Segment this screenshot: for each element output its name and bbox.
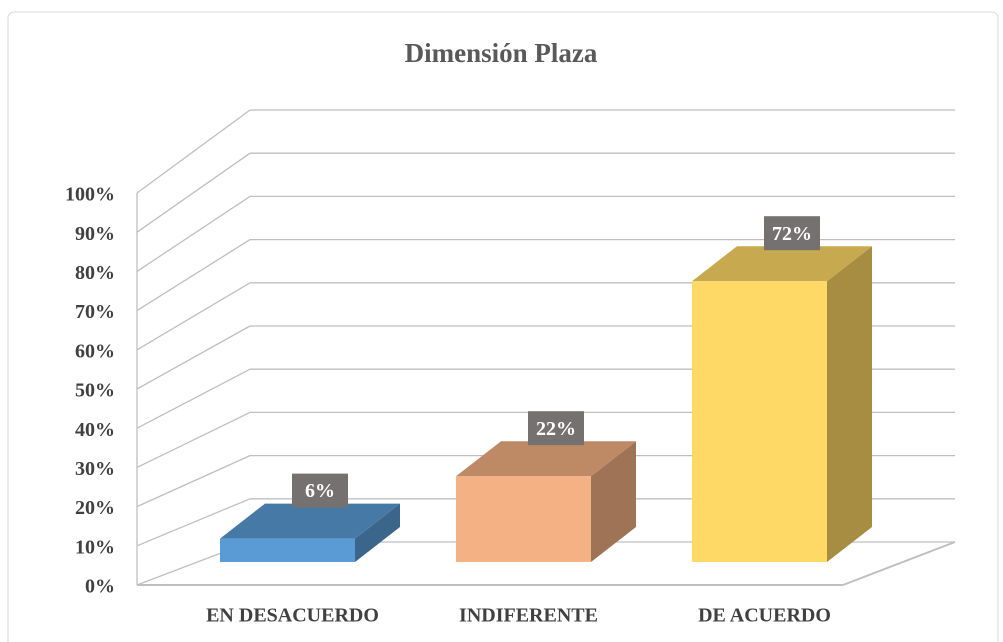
bar-top	[456, 441, 636, 477]
bar-side	[591, 441, 636, 562]
y-tick-label: 40%	[75, 419, 115, 441]
grid-line-side	[136, 282, 251, 351]
grid-line-side	[136, 411, 251, 468]
bar	[692, 281, 827, 562]
y-tick-label: 90%	[75, 223, 115, 245]
y-tick-label: 30%	[75, 458, 115, 480]
bar-side	[355, 503, 400, 562]
bar	[456, 476, 591, 562]
x-tick-label: INDIFERENTE	[459, 605, 598, 627]
x-tick-label: DE ACUERDO	[698, 605, 831, 627]
value-label-box	[528, 411, 584, 446]
y-tick-label: 70%	[75, 301, 115, 323]
bar	[220, 538, 355, 562]
value-label: 72%	[772, 223, 812, 245]
value-label-box	[764, 216, 820, 251]
grid-line-side	[136, 195, 251, 272]
grid-line-side	[136, 239, 251, 312]
y-tick-label: 60%	[75, 340, 115, 362]
bar-top	[220, 503, 400, 539]
y-tick-label: 10%	[75, 536, 115, 558]
bar-side	[827, 246, 872, 562]
grid-line-side	[136, 325, 251, 390]
y-tick-label: 100%	[65, 184, 115, 206]
grid-line-side	[136, 368, 251, 429]
grid-line-side	[136, 498, 251, 547]
y-tick-label: 50%	[75, 380, 115, 402]
grid-line-side	[136, 152, 251, 233]
y-tick-label: 20%	[75, 497, 115, 519]
y-tick-label: 0%	[85, 576, 115, 598]
y-tick-label: 80%	[75, 262, 115, 284]
floor-edge	[842, 541, 956, 586]
grid-line-side	[136, 455, 251, 508]
grid-line-side	[136, 109, 251, 194]
x-tick-label: EN DESACUERDO	[206, 605, 379, 627]
bar-top	[692, 246, 872, 282]
value-label: 22%	[536, 418, 576, 440]
chart-title: Dimensión Plaza	[405, 38, 598, 68]
value-label-box	[292, 473, 348, 508]
value-label: 6%	[305, 480, 335, 502]
